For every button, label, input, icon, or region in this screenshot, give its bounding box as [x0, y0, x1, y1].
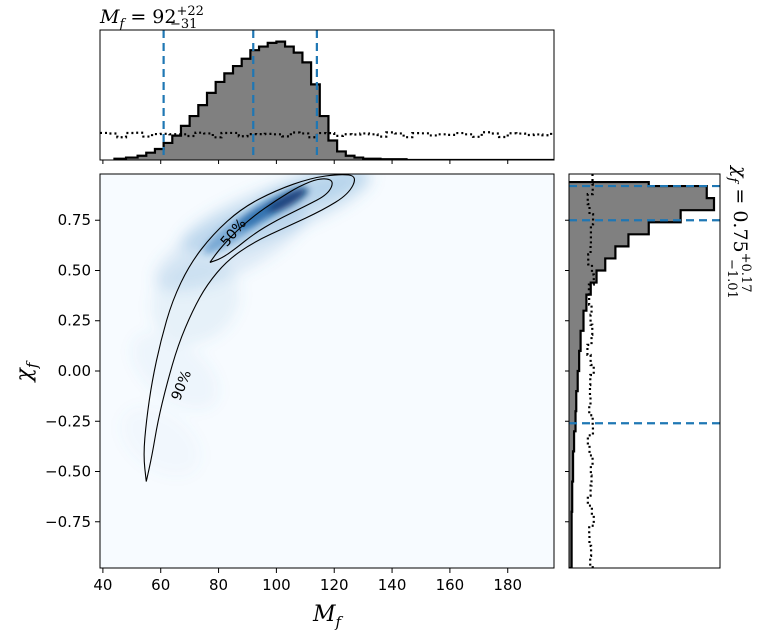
y-axis-ticks: −0.75 −0.50 −0.25 0.00 0.25 0.50 0.75	[45, 211, 100, 531]
density-blob-1	[132, 332, 219, 410]
mf-marginal-frame	[99, 29, 555, 161]
joint-density-heatmap	[121, 174, 373, 476]
chif-title-subscript: f	[725, 177, 740, 185]
x-axis-title: Mf	[312, 602, 344, 631]
mf-histogram-edge	[113, 40, 554, 160]
mf-histogram	[100, 30, 554, 160]
x-axis-symbol: M	[312, 602, 336, 627]
y-tick-label-4: 0.25	[58, 312, 91, 330]
chif-title-symbol: χ	[729, 164, 751, 179]
mf-title-subscript: f	[118, 17, 126, 32]
x-tick-label-2: 80	[209, 576, 228, 594]
x-tick-label-7: 180	[493, 576, 522, 594]
x-tick-label-5: 140	[378, 576, 407, 594]
y-axis-subscript: f	[23, 360, 41, 369]
y-tick-label-1: −0.50	[45, 463, 91, 481]
mf-marginal-panel: Mf = 92+22 −31	[99, 0, 555, 164]
x-tick-label-3: 100	[262, 576, 291, 594]
x-axis-ticks: 40 60 80 100 120 140 160 180	[93, 568, 522, 594]
contour-50-percent	[209, 178, 333, 263]
mf-title-value: = 92	[124, 6, 176, 28]
mf-title-lower: −31	[170, 17, 197, 32]
x-tick-label-1: 60	[151, 576, 170, 594]
y-axis-title: χf	[12, 360, 41, 383]
y-tick-label-3: 0.00	[58, 362, 91, 380]
y-tick-label-6: 0.75	[58, 211, 91, 229]
x-tick-label-6: 160	[436, 576, 465, 594]
mf-prior-line	[100, 131, 554, 139]
mf-title-upper: +22	[176, 4, 203, 19]
chif-histogram-edge	[569, 180, 716, 568]
mf-histogram-fill	[114, 41, 407, 160]
mf-posterior-title: Mf = 92+22 −31	[99, 0, 210, 32]
x-axis-subscript: f	[334, 613, 343, 631]
density-blob-0	[121, 407, 201, 476]
x-tick-label-0: 40	[93, 576, 112, 594]
x-tick-label-4: 120	[320, 576, 349, 594]
y-axis-symbol: χ	[12, 366, 37, 383]
chif-marginal-ticks	[565, 219, 569, 523]
mf-marginal-ticks	[102, 160, 509, 164]
chif-title-upper: +0.17	[738, 253, 753, 293]
joint-panel: 50%90% 40 60 80 100 120 140 160 180 −0.75−0.50−…	[12, 173, 555, 631]
y-tick-label-0: −0.75	[45, 513, 91, 531]
contour-90-percent	[143, 174, 355, 482]
chif-marginal-panel: χf = 0.75+0.17 −1.01	[565, 164, 759, 569]
chif-posterior-title: χf = 0.75+0.17 −1.01	[724, 164, 759, 299]
y-tick-label-2: −0.25	[45, 412, 91, 430]
density-core-2	[267, 188, 309, 213]
y-tick-label-5: 0.50	[58, 261, 91, 279]
chif-title-value: = 0.75	[729, 182, 751, 252]
chif-histogram	[569, 174, 720, 568]
mf-title-symbol: M	[99, 6, 120, 28]
chif-title-lower: −1.01	[724, 259, 739, 299]
